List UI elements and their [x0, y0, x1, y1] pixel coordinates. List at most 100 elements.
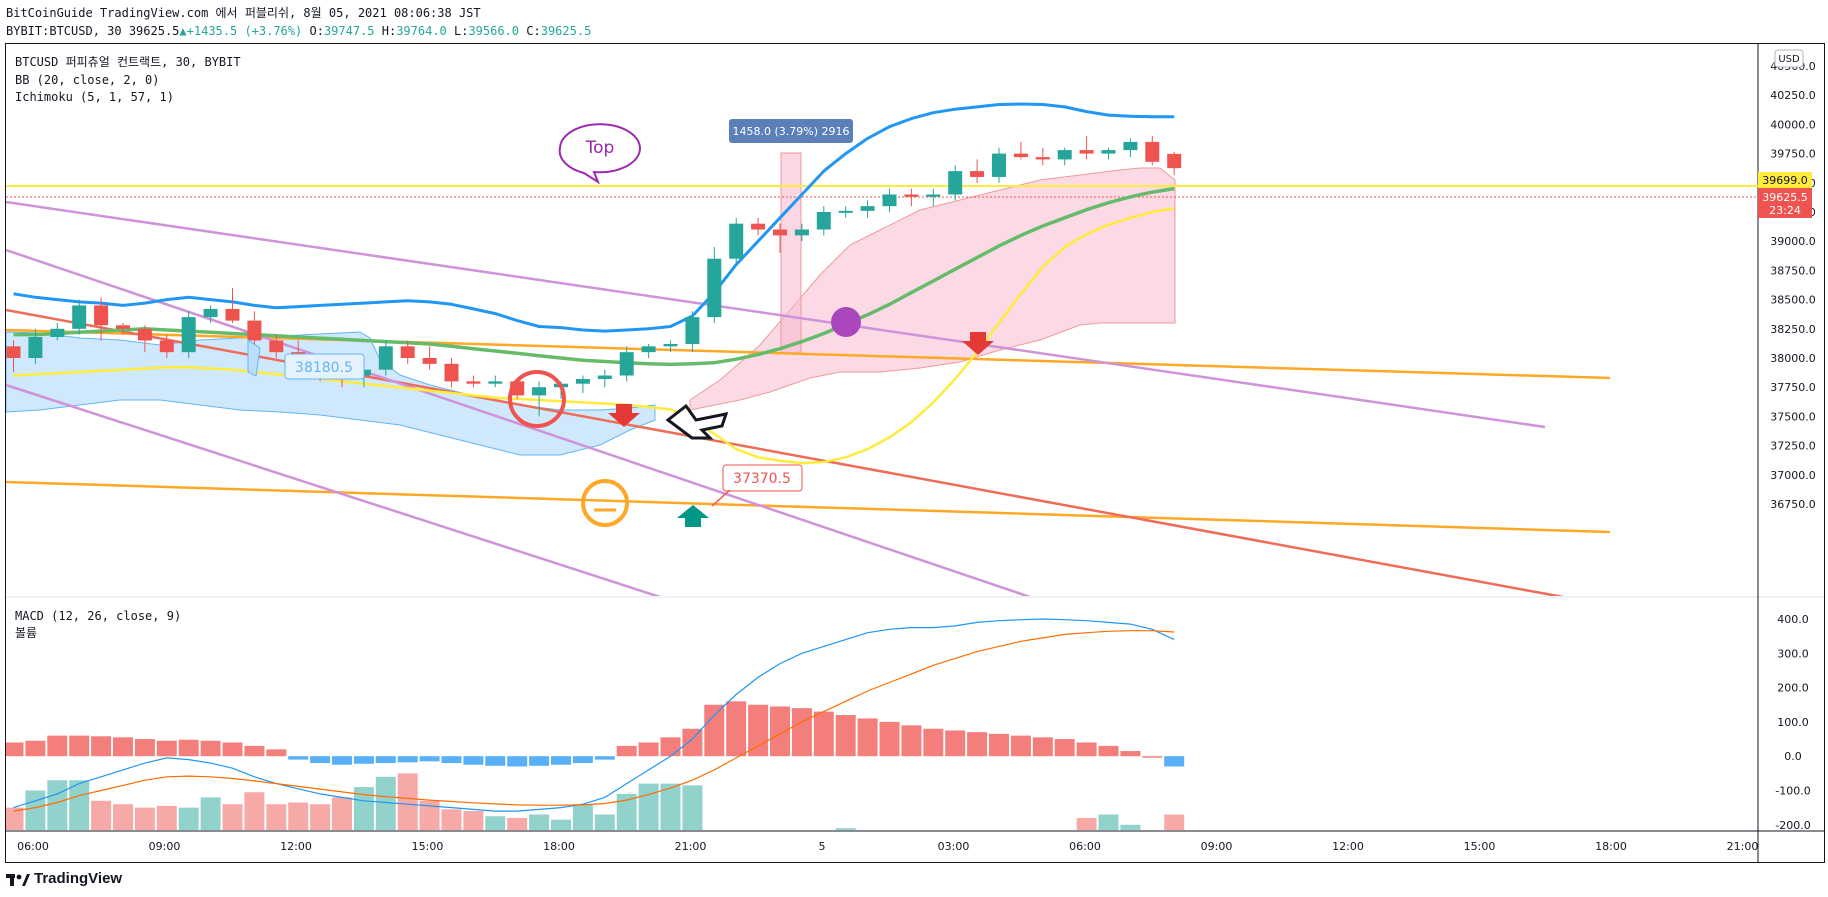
macd-hist-bar: [156, 740, 177, 757]
candle-body: [1079, 150, 1094, 154]
top-callout: [558, 123, 641, 185]
volume-bar: [485, 816, 506, 830]
candle-body: [773, 229, 787, 236]
macd-hist-bar: [244, 745, 265, 757]
macd-hist-bar: [660, 737, 681, 757]
candle-body: [488, 381, 503, 384]
volume-bar: [441, 809, 462, 830]
volume-bar: [572, 804, 593, 830]
candle-body: [159, 340, 174, 353]
trendline-orange-lower[interactable]: [6, 480, 1611, 534]
level-price-text: 39699.0: [1762, 174, 1808, 187]
macd-hist-bar: [91, 736, 112, 757]
candle-body: [269, 340, 284, 353]
bottom-label-pointer: [711, 489, 731, 507]
macd-hist-bar: [1164, 756, 1185, 767]
volume-bar: [1098, 814, 1119, 830]
time-tick-label: 21:00: [675, 840, 707, 853]
price-tick-label: 39000.0: [1770, 235, 1816, 248]
time-tick-label: 12:00: [1332, 840, 1364, 853]
macd-hist-bar: [1120, 751, 1141, 757]
volume-bar: [660, 783, 681, 830]
last-price: 39625.5: [128, 24, 180, 38]
trendline-violet-lower[interactable]: [6, 383, 661, 597]
trendline-orange-upper[interactable]: [6, 328, 1611, 380]
low-label: L:: [454, 24, 469, 38]
macd-hist-bar: [813, 711, 834, 757]
tradingview-logo[interactable]: TradingView: [6, 870, 122, 887]
macd-hist-bar: [594, 756, 615, 760]
candle-body: [1101, 150, 1116, 154]
trendline-violet-upper[interactable]: [6, 200, 1546, 429]
time-tick-label: 06:00: [1069, 840, 1101, 853]
volume-bar: [156, 805, 177, 830]
level-price-tag: [1758, 172, 1812, 188]
volume-bar: [178, 807, 199, 830]
currency-label: USD: [1778, 54, 1800, 65]
macd-hist-bar: [353, 756, 374, 764]
macd-hist-bar: [441, 756, 462, 764]
candle-body: [575, 379, 590, 384]
macd-hist-bar: [266, 749, 287, 757]
candle-body: [247, 320, 262, 341]
candles: [6, 136, 1182, 417]
bb-upper-line: [13, 102, 1175, 333]
candle-body: [203, 308, 218, 318]
macd-pane: [6, 618, 1185, 830]
macd-hist-bar: [857, 718, 878, 757]
macd-hist-bar: [835, 715, 856, 757]
time-tick-label: 15:00: [412, 840, 444, 853]
candle-body: [400, 346, 415, 358]
macd-hist-bar: [332, 756, 352, 765]
measure-label-box: [729, 119, 853, 143]
macd-hist-bar: [529, 756, 550, 766]
macd-hist-bar: [6, 742, 24, 757]
candle-body: [72, 305, 87, 329]
measure-label: 1458.0 (3.79%) 2916: [732, 125, 849, 138]
drawings-layer[interactable]: [6, 152, 1758, 597]
volume-bar: [682, 785, 703, 830]
volume-bar: [397, 773, 418, 830]
price-tick-label: 37750.0: [1770, 381, 1816, 394]
candle-body: [422, 358, 437, 364]
macd-axis: 400.0 300.0 200.0 100.0 0.0 -100.0 -200.0: [1775, 613, 1810, 832]
candle-body: [181, 317, 196, 353]
time-tick-label: 12:00: [280, 840, 312, 853]
candle-body: [729, 223, 744, 259]
macd-hist-bar: [945, 730, 966, 757]
ichimoku-cloud-right: [689, 167, 1176, 411]
tradingview-logo-icon: [6, 873, 30, 886]
candle-body: [992, 153, 1006, 177]
volume-bar: [594, 814, 615, 830]
candle-body: [926, 194, 941, 197]
high-value: 39764.0: [396, 24, 447, 38]
chart-frame[interactable]: [5, 43, 1825, 863]
symbol-text: BYBIT:BTCUSD, 30: [6, 24, 122, 38]
annotations[interactable]: 1458.0 (3.79%) 2916 Top 38180.5 37370.5: [247, 119, 994, 527]
candle-body: [619, 352, 634, 376]
change-text: +1435.5 (+3.76%): [186, 24, 303, 38]
trendline-red[interactable]: [6, 308, 1564, 597]
macd-hist-bar: [113, 737, 133, 757]
macd-tick-label: 200.0: [1777, 682, 1809, 695]
candle-body: [685, 317, 700, 344]
price-tick-label: 38000.0: [1770, 352, 1816, 365]
volume-bar: [1120, 824, 1141, 830]
macd-hist-bar: [1098, 745, 1119, 757]
candle-body: [860, 206, 875, 211]
volume-bar: [113, 804, 133, 830]
legend-ichimoku: Ichimoku (5, 1, 57, 1): [15, 90, 174, 104]
macd-hist-bar: [748, 704, 769, 757]
macd-hist-bar: [1076, 742, 1097, 757]
candle-body: [1013, 153, 1028, 158]
time-axis: 06:00 09:00 12:00 15:00 18:00 21:00 5 03:00 06:0…: [17, 840, 1758, 853]
currency-tag[interactable]: [1774, 49, 1804, 68]
macd-hist-bar: [69, 735, 90, 757]
candle-body: [532, 387, 547, 396]
macd-hist-bar: [47, 735, 68, 757]
trendline-violet-middle[interactable]: [6, 248, 1031, 597]
volume-bar: [463, 811, 484, 830]
macd-hist-bar: [682, 728, 703, 757]
measure-range[interactable]: [780, 152, 802, 354]
